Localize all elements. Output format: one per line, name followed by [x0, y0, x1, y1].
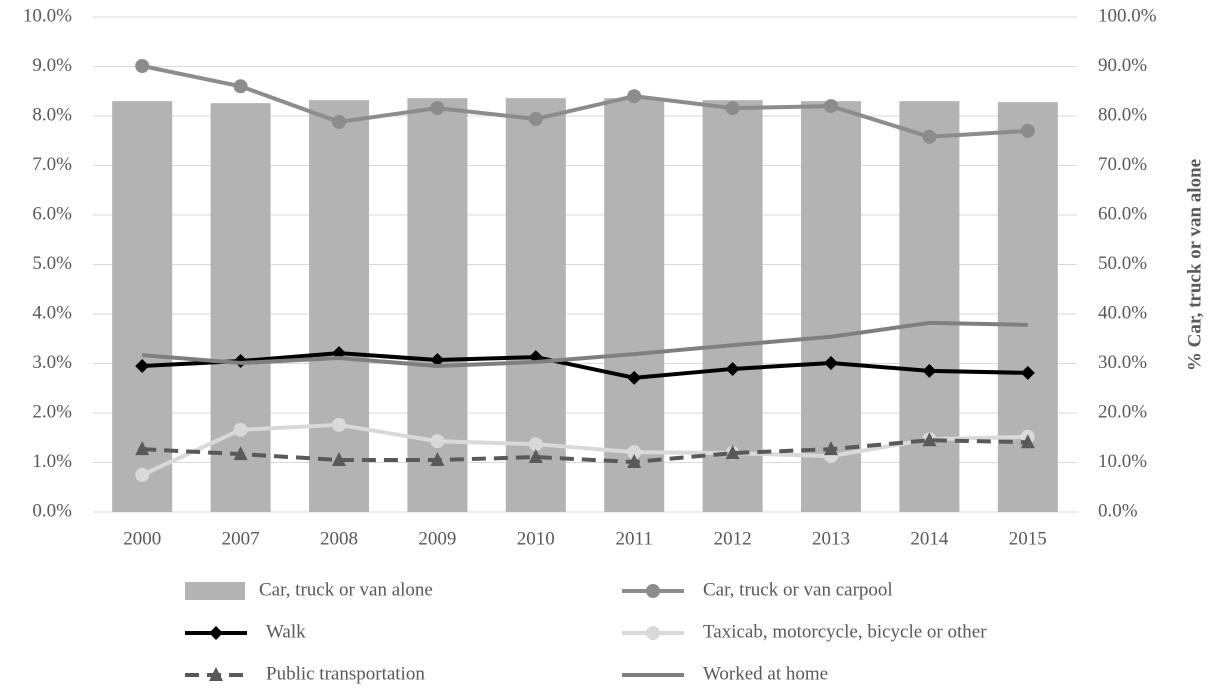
y2-tick-label: 40.0% — [1098, 302, 1147, 323]
marker — [430, 452, 445, 467]
marker — [233, 79, 248, 94]
marker — [332, 452, 346, 467]
y-tick-label: 2.0% — [32, 401, 72, 422]
bar — [407, 98, 468, 513]
marker — [1020, 123, 1035, 138]
x-tick-label: 2012 — [714, 528, 752, 549]
bar — [899, 101, 960, 513]
marker — [824, 356, 838, 371]
marker — [824, 441, 838, 456]
y-tick-label: 9.0% — [32, 55, 72, 76]
marker — [430, 353, 445, 368]
bar — [604, 98, 665, 513]
marker — [528, 437, 543, 452]
marker — [332, 417, 346, 432]
marker — [1020, 434, 1035, 449]
x-tick-label: 2009 — [418, 528, 456, 549]
y-tick-label: 5.0% — [32, 253, 72, 274]
y-tick-label: 1.0% — [32, 451, 72, 472]
y2-tick-label: 10.0% — [1098, 451, 1147, 472]
line — [141, 422, 1028, 477]
y2-tick-label: 50.0% — [1098, 253, 1147, 274]
y-tick-label: 4.0% — [32, 302, 72, 323]
bar — [210, 103, 271, 512]
x-tick-label: 2010 — [517, 528, 555, 549]
marker — [627, 89, 642, 104]
marker — [135, 59, 150, 74]
bar — [309, 100, 369, 512]
legend-item: Public transportation — [185, 663, 425, 684]
marker — [135, 441, 150, 456]
legend-item: Worked at home — [622, 663, 828, 684]
marker — [233, 446, 248, 461]
marker — [922, 363, 937, 378]
line — [142, 351, 1028, 380]
bar — [997, 102, 1058, 512]
y-tick-label: 7.0% — [32, 154, 72, 175]
bar — [702, 100, 763, 512]
x-tick-label: 2011 — [616, 528, 653, 549]
x-tick-label: 2000 — [123, 528, 161, 549]
legend-swatch — [185, 582, 245, 600]
y-tick-label: 10.0% — [23, 5, 72, 26]
line — [142, 320, 1028, 368]
marker — [646, 584, 660, 598]
x-tick-label: 2015 — [1009, 528, 1047, 549]
marker — [627, 445, 642, 460]
legend-label: Walk — [266, 621, 306, 642]
marker — [528, 449, 543, 464]
marker — [725, 445, 740, 460]
y2-tick-label: 30.0% — [1098, 352, 1147, 373]
legend-label: Car, truck or van alone — [259, 579, 433, 600]
y-tick-label: 3.0% — [32, 352, 72, 373]
y-tick-label: 8.0% — [32, 104, 72, 125]
marker — [922, 432, 937, 447]
marker — [209, 667, 223, 681]
y2-tick-label: 20.0% — [1098, 401, 1147, 422]
x-tick-label: 2014 — [910, 528, 949, 549]
marker — [824, 99, 838, 114]
line — [141, 64, 1028, 139]
y2-axis-title: % Car, truck or van alone — [1184, 159, 1205, 371]
y2-tick-label: 70.0% — [1098, 154, 1147, 175]
legend-label: Taxicab, motorcycle, bicycle or other — [703, 621, 987, 642]
y2-tick-label: 0.0% — [1098, 500, 1138, 521]
y2-tick-label: 100.0% — [1098, 5, 1157, 26]
marker — [627, 454, 642, 469]
marker — [332, 114, 346, 129]
marker — [627, 370, 642, 385]
marker — [646, 626, 660, 640]
legend-item: Car, truck or van alone — [185, 579, 433, 600]
legend-item: Walk — [185, 621, 306, 642]
y2-tick-label: 60.0% — [1098, 203, 1147, 224]
marker — [430, 434, 445, 449]
y2-tick-label: 90.0% — [1098, 55, 1147, 76]
marker — [233, 422, 248, 437]
marker — [209, 626, 223, 640]
marker — [1020, 365, 1035, 380]
marker — [725, 361, 740, 376]
marker — [922, 129, 937, 144]
legend-label: Public transportation — [266, 663, 425, 684]
y2-tick-label: 80.0% — [1098, 104, 1147, 125]
legend-item: Car, truck or van carpool — [622, 579, 893, 600]
x-tick-label: 2007 — [222, 528, 260, 549]
x-tick-label: 2008 — [320, 528, 358, 549]
marker — [430, 101, 445, 116]
line — [142, 438, 1028, 465]
legend-label: Car, truck or van carpool — [703, 579, 893, 600]
marker — [528, 111, 543, 126]
marker — [725, 101, 740, 116]
x-tick-label: 2013 — [812, 528, 850, 549]
marker — [135, 358, 150, 373]
marker — [135, 467, 150, 482]
legend-item: Taxicab, motorcycle, bicycle or other — [622, 621, 987, 642]
y-tick-label: 6.0% — [32, 203, 72, 224]
y-tick-label: 0.0% — [32, 500, 72, 521]
legend-label: Worked at home — [703, 663, 828, 684]
